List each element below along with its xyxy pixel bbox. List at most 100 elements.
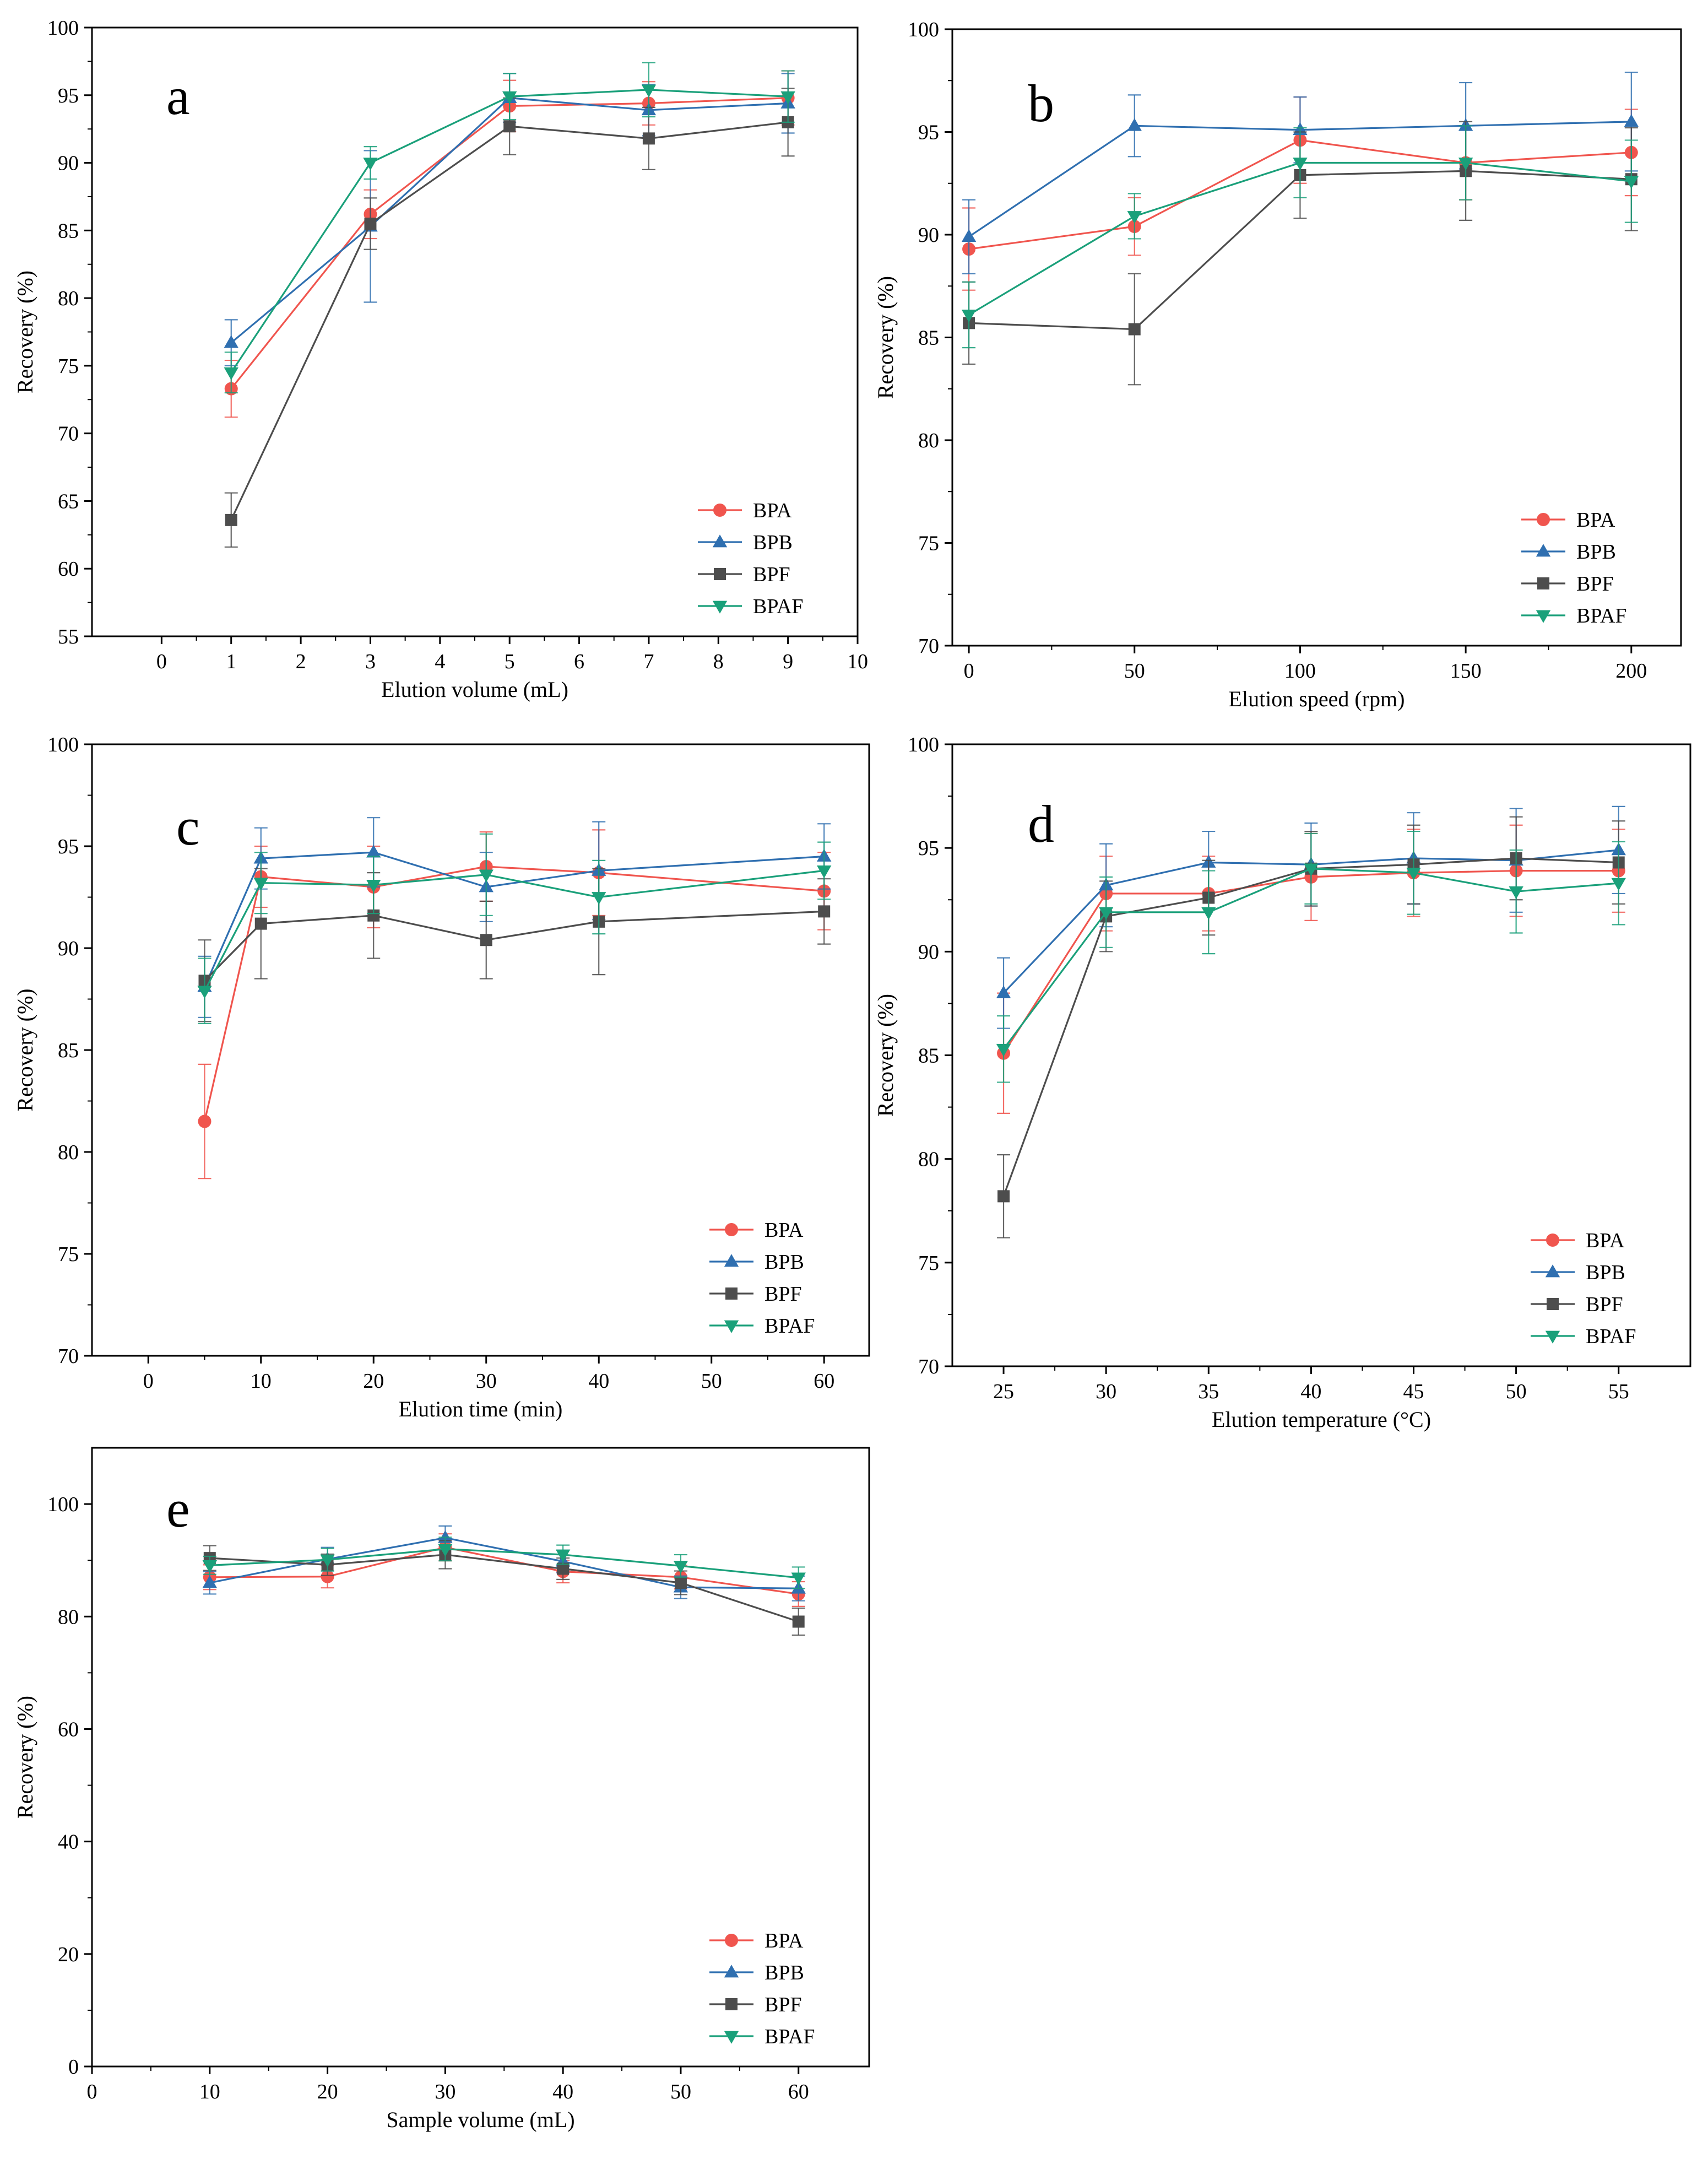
panel-c-frame (91, 743, 870, 1357)
panel-e-legend-bpaf-marker (724, 2031, 739, 2044)
panel-b-ytick-label: 100 (908, 18, 939, 41)
panel-c-legend-bpf-label: BPF (764, 1283, 802, 1306)
panel-e-bpf-point (557, 1562, 570, 1575)
panel-d-ytick-label: 85 (918, 1045, 939, 1068)
panel-d-legend-bpb-label: BPB (1586, 1261, 1625, 1284)
panel-c-y-axis-title: Recovery (%) (13, 988, 37, 1111)
panel-d-bpaf-point (996, 1043, 1011, 1057)
panel-a-letter: a (166, 67, 190, 126)
panel-c-legend-bpaf-marker (724, 1320, 739, 1333)
panel-e-series-bpaf (202, 1537, 806, 1589)
panel-a-ytick-label: 70 (58, 423, 79, 446)
panel-c-legend-bpb-label: BPB (764, 1251, 804, 1274)
panel-a-y-axis-title: Recovery (%) (13, 270, 37, 393)
panel-a-legend-bpb-label: BPB (753, 531, 793, 554)
panel-b-bpf-point (1128, 323, 1141, 336)
panel-a-xtick-label: 0 (156, 650, 167, 673)
panel-a-legend-bpaf-label: BPAF (753, 595, 804, 618)
panel-b-bpb-point (1624, 114, 1639, 127)
panel-a-x-axis-title: Elution volume (mL) (381, 677, 568, 702)
panel-a-legend-bpb-marker (712, 534, 728, 548)
panel-a-legend-bpa-label: BPA (753, 499, 792, 522)
panel-c-ytick-label: 90 (58, 937, 79, 960)
panel-e-ytick-label: 0 (68, 2055, 79, 2079)
panel-d-y-axis-title: Recovery (%) (873, 994, 898, 1117)
panel-b-legend-bpaf-label: BPAF (1576, 604, 1627, 627)
panel-a-bpaf-point (224, 367, 238, 380)
panel-d-xtick-label: 40 (1300, 1380, 1321, 1403)
panel-a-ytick-label: 100 (47, 17, 79, 40)
panel-a-legend-bpf-marker (714, 568, 726, 580)
panel-b-ytick-label: 85 (918, 327, 939, 350)
panel-c-xtick-label: 60 (814, 1370, 834, 1393)
panel-b-xtick-label: 100 (1284, 659, 1316, 683)
panel-a-legend-bpf-label: BPF (753, 563, 790, 586)
panel-d-xtick-label: 55 (1608, 1380, 1629, 1403)
panel-d-bpaf-point (1098, 907, 1114, 920)
panel-c-xtick-label: 40 (588, 1370, 609, 1393)
panel-b-ytick-label: 95 (918, 121, 939, 144)
panel-c-bpaf-point (253, 878, 268, 891)
panel-c-series-bpf (198, 868, 831, 1023)
panel-e-legend-bpa-marker (725, 1934, 738, 1947)
panel-c-xtick-label: 0 (143, 1370, 154, 1393)
panel-e-xtick-label: 20 (317, 2080, 338, 2103)
panel-d-frame (951, 743, 1691, 1367)
panel-d-bpaf-point (1201, 907, 1216, 920)
panel-b-bpaf-point (1293, 158, 1308, 171)
panel-a-ytick-label: 85 (58, 219, 79, 242)
panel-c-xtick-label: 10 (251, 1370, 272, 1393)
panel-a-ytick-label: 90 (58, 152, 79, 175)
panel-d-x-axis-title: Elution temperature (°C) (1212, 1407, 1431, 1432)
panel-e-bpaf-point (438, 1544, 453, 1557)
panel-e-bpb-point (202, 1575, 217, 1588)
panel-a-xtick-label: 4 (435, 650, 445, 673)
panel-b-ytick-label: 75 (918, 532, 939, 555)
panel-a-xtick-label: 7 (643, 650, 654, 673)
panel-d-legend-bpaf-marker (1545, 1330, 1560, 1344)
panel-e-ytick-label: 100 (47, 1493, 79, 1516)
panel-b-bpaf-point (961, 310, 977, 323)
panel-d-bpb-point (996, 985, 1011, 998)
panel-a-bpb-point (224, 335, 238, 348)
panel-e-legend-bpb-label: BPB (764, 1961, 804, 1984)
panel-c-bpaf-line (204, 869, 825, 992)
panel-c-bpf-point (818, 905, 831, 918)
panel-a-ytick-label: 75 (58, 355, 79, 378)
panel-e-xtick-label: 10 (199, 2080, 220, 2103)
panel-a-bpaf-point (363, 158, 378, 171)
panel-c-bpb-line (204, 851, 825, 987)
panel-c-bpaf-point (817, 865, 832, 879)
panel-e: 0 20 40 60 80 100 0 10 20 30 40 50 60 Sample volume (… (13, 1447, 870, 2132)
panel-a-xtick-label: 1 (226, 650, 236, 673)
panel-b-xtick-label: 0 (964, 659, 974, 683)
panel-b-bpaf-point (1458, 158, 1473, 171)
panel-c-legend-bpaf-label: BPAF (764, 1314, 815, 1338)
panel-b-bpb-point (1127, 118, 1142, 131)
panel-c-x-axis-title: Elution time (min) (399, 1397, 563, 1421)
panel-c: 70 75 80 85 90 95 100 0 10 20 30 40 50 60 Elution time… (13, 733, 870, 1421)
panel-e-bpb-point (438, 1530, 453, 1543)
panel-e-bpaf-line (209, 1548, 799, 1579)
panel-a-bpf-point (503, 120, 516, 133)
panel-d-xtick-label: 35 (1198, 1380, 1219, 1403)
panel-e-bpf-point (674, 1577, 687, 1589)
panel-c-legend: BPA BPB BPF BPAF (709, 1219, 815, 1338)
panel-b-legend-bpb-label: BPB (1576, 540, 1616, 564)
panel-d-legend-bpf-label: BPF (1586, 1293, 1623, 1316)
panel-e-frame (91, 1447, 870, 2068)
panel-b-bpaf-point (1127, 211, 1142, 224)
panel-e-y-axis-title: Recovery (%) (13, 1696, 37, 1819)
panel-d-xtick-label: 25 (993, 1380, 1014, 1403)
panel-c-series-bpaf (197, 833, 832, 1025)
panel-e-bpaf-point (202, 1560, 217, 1573)
panel-b-legend: BPA BPB BPF BPAF (1521, 508, 1627, 627)
panel-b-xtick-label: 50 (1124, 659, 1145, 683)
panel-d-bpaf-point (1611, 878, 1626, 891)
panel-c-bpaf-point (592, 892, 606, 905)
panel-e-legend-bpb-marker (724, 1965, 739, 1978)
panel-e-bpf-line (209, 1554, 799, 1622)
panel-d-legend-bpf-marker (1547, 1298, 1559, 1310)
panel-c-letter: c (176, 797, 200, 856)
panel-c-bpaf-point (479, 869, 494, 883)
